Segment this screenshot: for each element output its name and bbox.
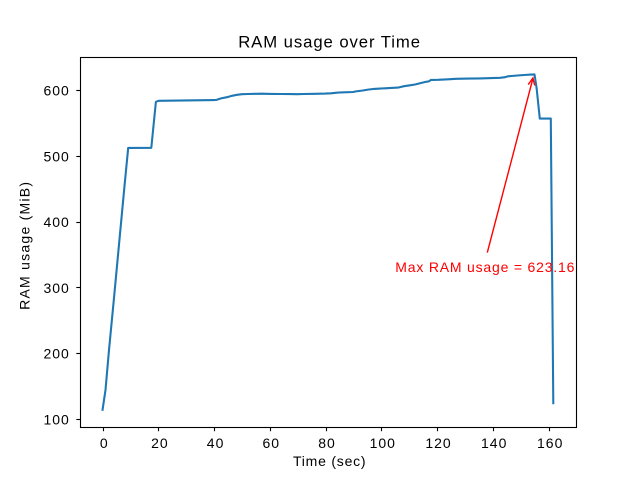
svg-text:Time (sec): Time (sec) <box>293 453 366 469</box>
svg-text:140: 140 <box>481 435 507 451</box>
svg-text:80: 80 <box>318 435 336 451</box>
svg-text:40: 40 <box>207 435 225 451</box>
svg-text:200: 200 <box>43 346 69 362</box>
svg-text:300: 300 <box>43 280 69 296</box>
svg-text:0: 0 <box>100 435 109 451</box>
svg-text:20: 20 <box>151 435 169 451</box>
svg-text:600: 600 <box>43 83 69 99</box>
svg-text:500: 500 <box>43 148 69 164</box>
svg-text:RAM usage (MiB): RAM usage (MiB) <box>17 181 33 310</box>
svg-text:400: 400 <box>43 214 69 230</box>
svg-text:100: 100 <box>370 435 396 451</box>
svg-text:160: 160 <box>537 435 563 451</box>
svg-text:100: 100 <box>43 411 69 427</box>
svg-text:RAM usage over Time: RAM usage over Time <box>238 33 421 52</box>
svg-text:60: 60 <box>263 435 281 451</box>
svg-text:120: 120 <box>425 435 451 451</box>
svg-text:Max RAM usage = 623.16: Max RAM usage = 623.16 <box>395 259 575 275</box>
